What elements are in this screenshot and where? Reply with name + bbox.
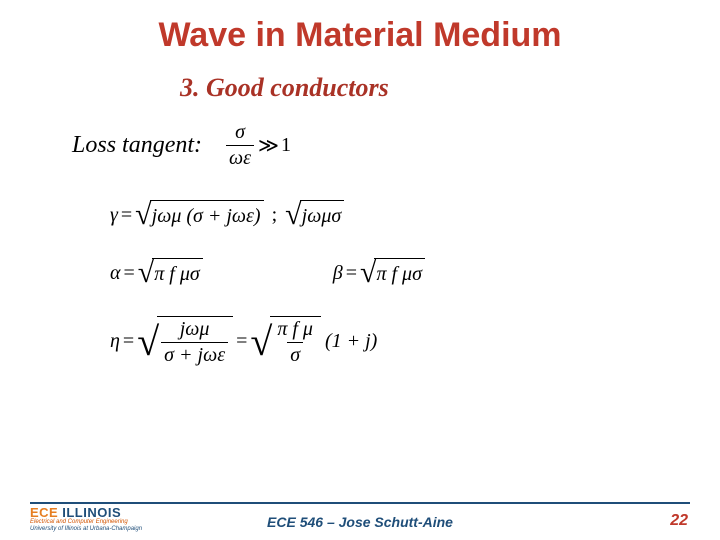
equation-alpha-beta-row: α = √ π f μσ β = √ π f μσ [0, 258, 720, 288]
eta-sqrt1-num: jωμ [177, 318, 213, 342]
alpha-lhs: α [110, 262, 121, 285]
footer-divider [30, 502, 690, 504]
loss-tangent-row: Loss tangent: σ ωε ≫ 1 [0, 121, 720, 200]
equation-gamma: γ = √ jωμ (σ + jωε) ; √ jωμσ [0, 200, 720, 230]
eta-tail: (1 + j) [325, 330, 377, 353]
eta-sqrt2-num: π f μ [274, 318, 316, 342]
footer-course-author: ECE 546 – Jose Schutt-Aine [0, 514, 720, 530]
loss-frac-num: σ [232, 121, 248, 145]
beta-sqrt-body: π f μσ [374, 258, 424, 288]
gamma-sqrt1-body: jωμ (σ + jωε) [150, 200, 264, 230]
eta-sqrt2-den: σ [287, 342, 303, 367]
page-title: Wave in Material Medium [0, 0, 720, 73]
eta-lhs: η [110, 330, 120, 353]
loss-frac-den: ωε [226, 145, 254, 170]
equation-beta: β = √ π f μσ [333, 258, 425, 288]
alpha-sqrt-body: π f μσ [152, 258, 202, 288]
sqrt-icon: √ [137, 316, 159, 367]
beta-lhs: β [333, 262, 343, 285]
gamma-lhs: γ [110, 204, 118, 227]
much-greater-than: ≫ [258, 133, 275, 158]
equation-alpha: α = √ π f μσ [110, 258, 203, 288]
gamma-sqrt2-body: jωμσ [300, 200, 345, 230]
section-heading: 3. Good conductors [0, 73, 720, 121]
loss-tangent-label: Loss tangent: [72, 132, 202, 159]
loss-tangent-expression: σ ωε ≫ 1 [224, 121, 291, 170]
slide-footer: ECE ILLINOIS Electrical and Computer Eng… [0, 488, 720, 540]
equation-eta: η = √ jωμ σ + jωε = √ π f μ σ (1 + j) [0, 316, 720, 367]
sqrt-icon: √ [250, 316, 272, 367]
gamma-sep: ; [272, 204, 278, 227]
page-number: 22 [670, 512, 688, 530]
eta-sqrt1-den: σ + jωε [161, 342, 228, 367]
loss-rhs: 1 [281, 134, 291, 157]
